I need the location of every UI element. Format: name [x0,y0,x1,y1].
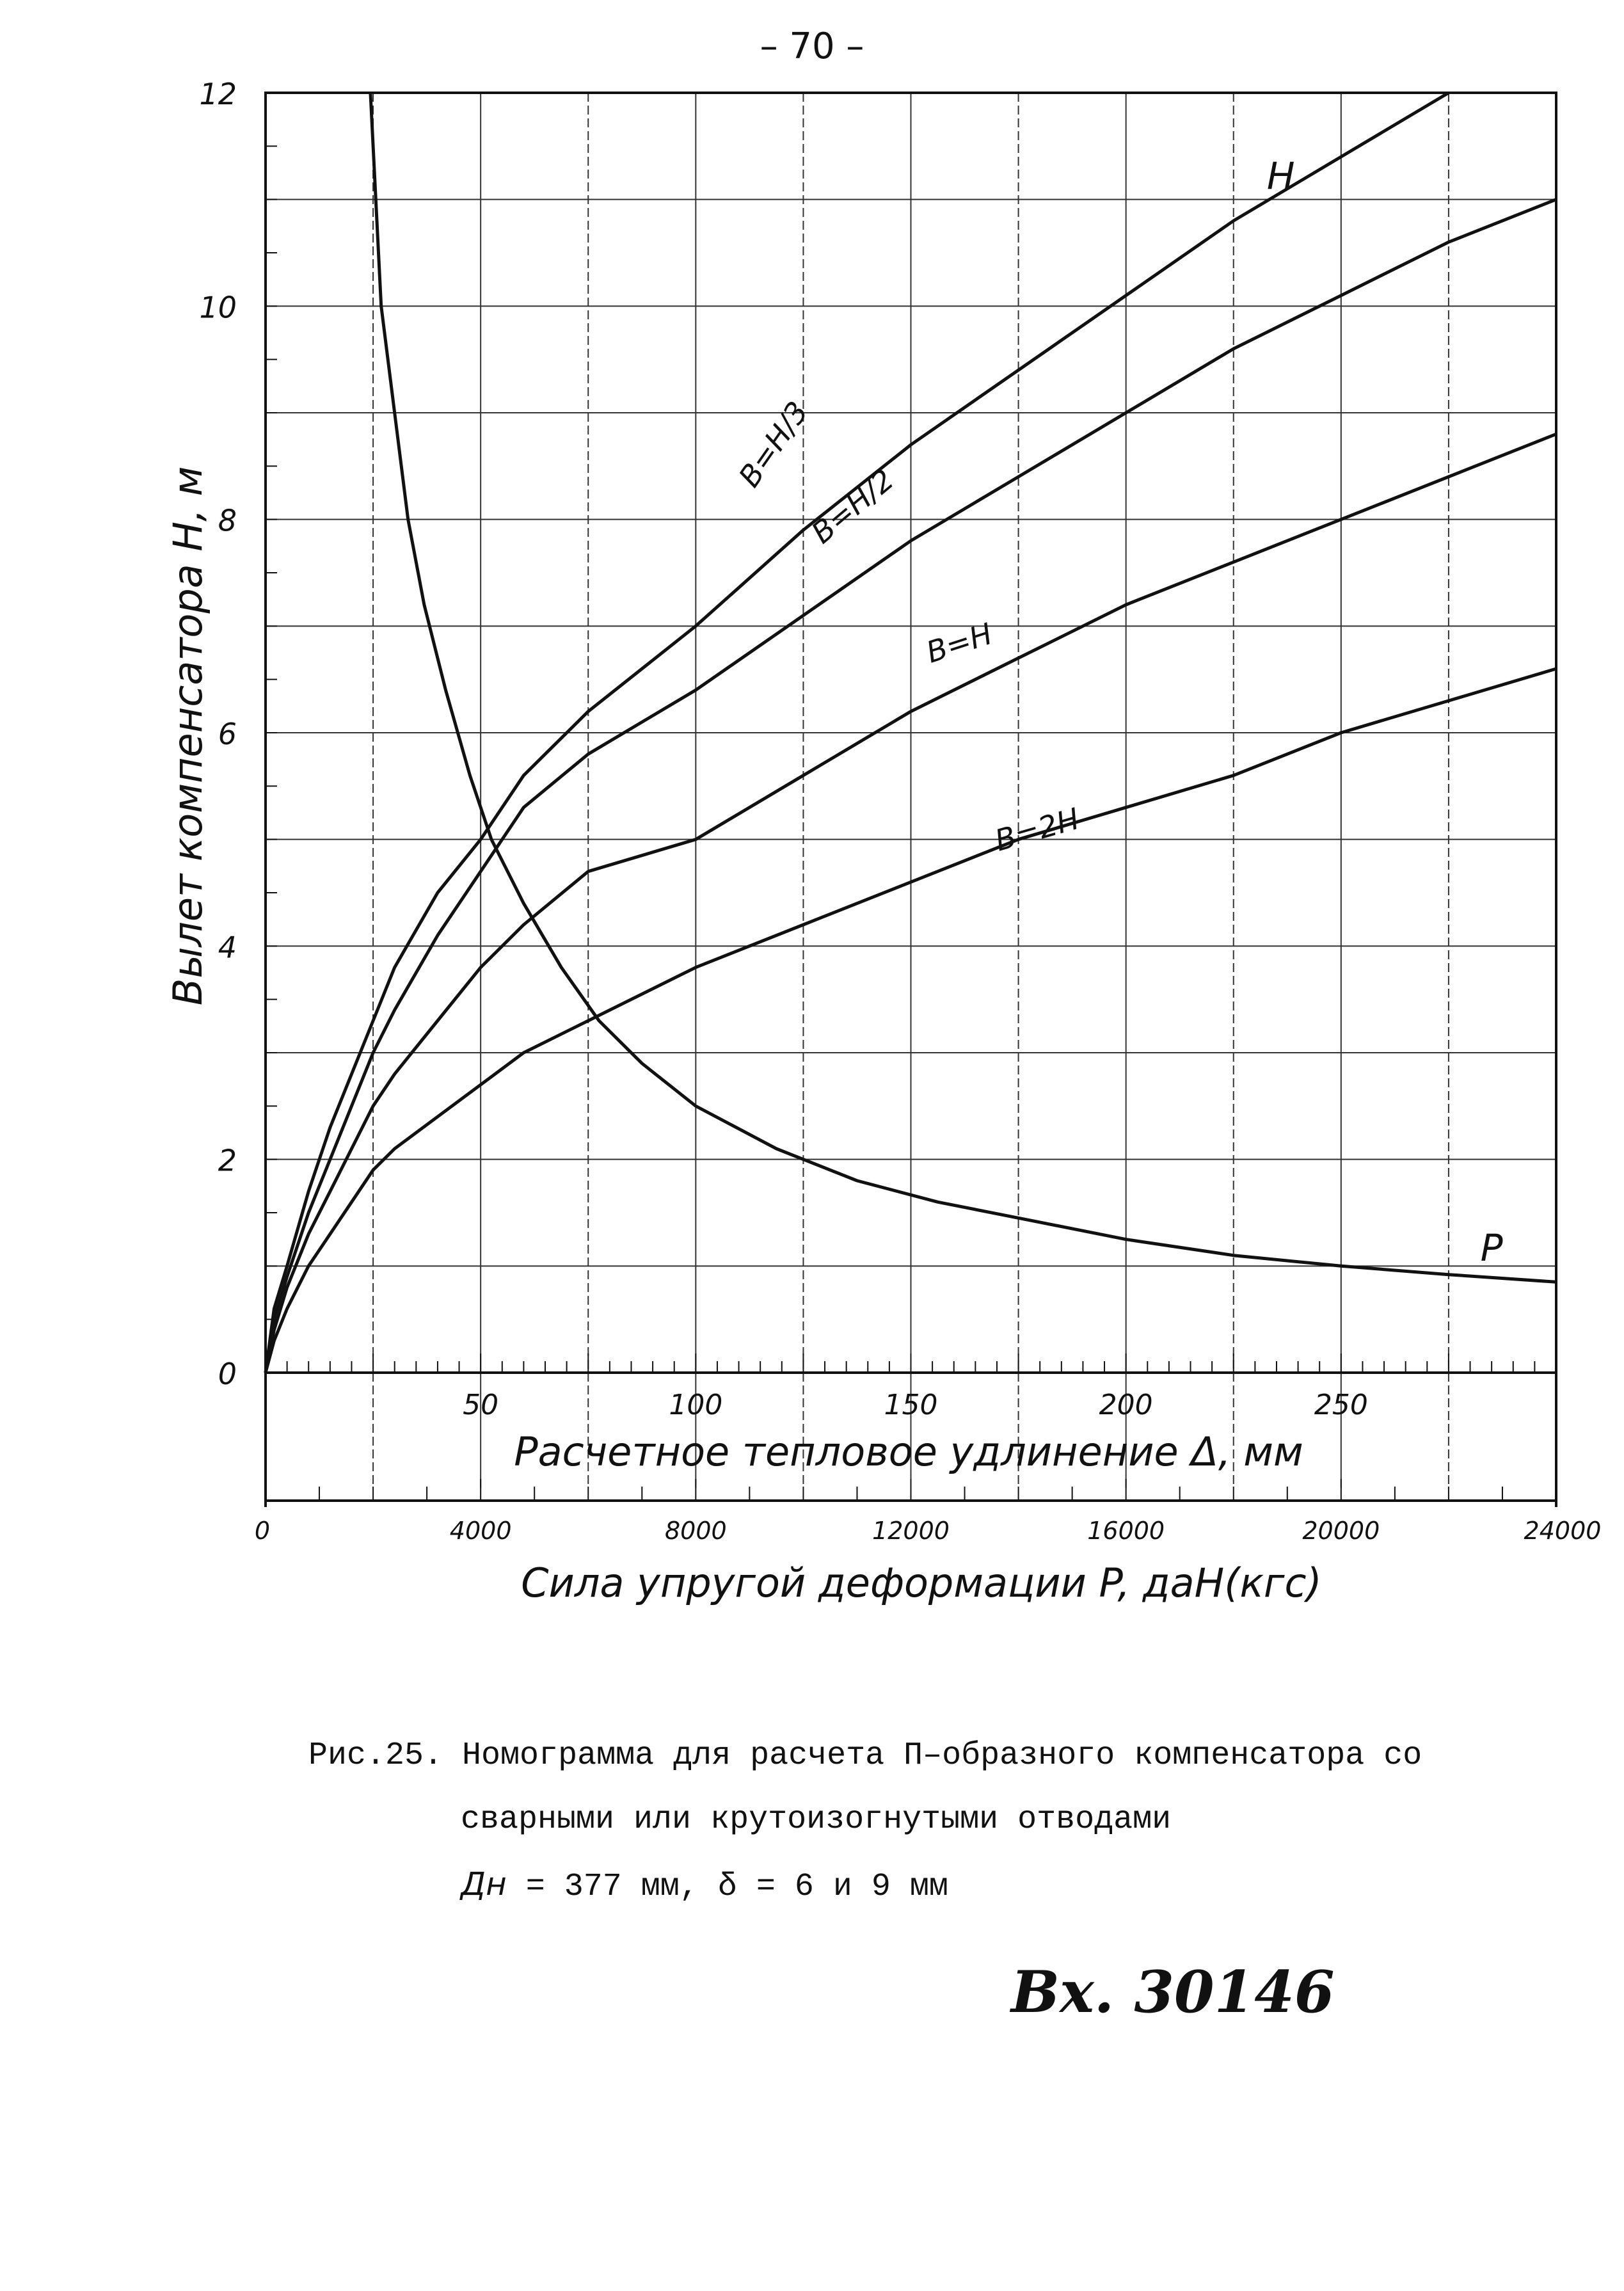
curve-label-P: P [1481,1226,1503,1270]
y-tick-label: 4 [218,930,237,964]
delta-axis-title: Расчетное тепловое удлинение Δ, мм [514,1428,1303,1475]
y-tick-label: 12 [199,77,237,111]
y-tick-label: 8 [218,504,237,538]
curve-label-H: H [1267,154,1295,198]
series-label-b-h-3: B=H/3 [732,395,815,493]
force-tick-label: 12000 [872,1517,950,1545]
outer-diameter-symbol: Дн [461,1865,507,1903]
y-tick-label: 6 [218,717,237,751]
grid [266,93,1556,1488]
y-tick-label: 2 [218,1144,237,1178]
series-label-b-h-2: B=H/2 [805,462,900,550]
force-tick-label: 20000 [1302,1517,1380,1545]
y-tick-label: 10 [199,290,237,324]
page-number: – 70 – [760,26,864,67]
force-tick-label: 24000 [1524,1517,1602,1545]
delta-tick-label: 100 [669,1389,722,1421]
force-tick-label: 8000 [665,1517,727,1545]
tick-marks [266,145,1536,1501]
figure-caption-line1: Рис.25. Номограмма для расчета П–образно… [308,1737,1422,1774]
series-group [264,91,1557,1373]
figure-caption-line3: Дн = 377 мм, δ = 6 и 9 мм [461,1865,948,1905]
series-line-b-h [264,432,1557,1373]
inventory-stamp: Вх. 30146 [1011,1958,1335,2026]
delta-tick-label: 50 [463,1389,498,1421]
force-axis-title: Сила упругой деформации P, даН(кгс) [521,1560,1322,1606]
series-line-p [369,92,1557,1284]
y-axis-title: Вылет компенсатора H, м [164,467,211,1005]
series-line-b-h-3 [264,91,1450,1373]
delta-tick-label: 200 [1099,1389,1153,1421]
delta-tick-label: 250 [1314,1389,1368,1421]
caption-dimensions: = 377 мм, δ = 6 и 9 мм [506,1869,948,1905]
delta-tick-label: 150 [884,1389,938,1421]
y-tick-label: 0 [218,1357,237,1391]
figure-caption-line2: сварными или крутоизогнутыми отводами [461,1801,1172,1838]
series-line-b-2h [264,667,1557,1373]
force-tick-label: 16000 [1087,1517,1165,1545]
force-tick-label: 0 [255,1517,270,1545]
series-label-b-2h: B=2H [991,801,1083,858]
series-line-b-h-2 [264,198,1557,1373]
force-tick-label: 4000 [450,1517,512,1545]
series-label-b-h: B=H [922,616,996,670]
